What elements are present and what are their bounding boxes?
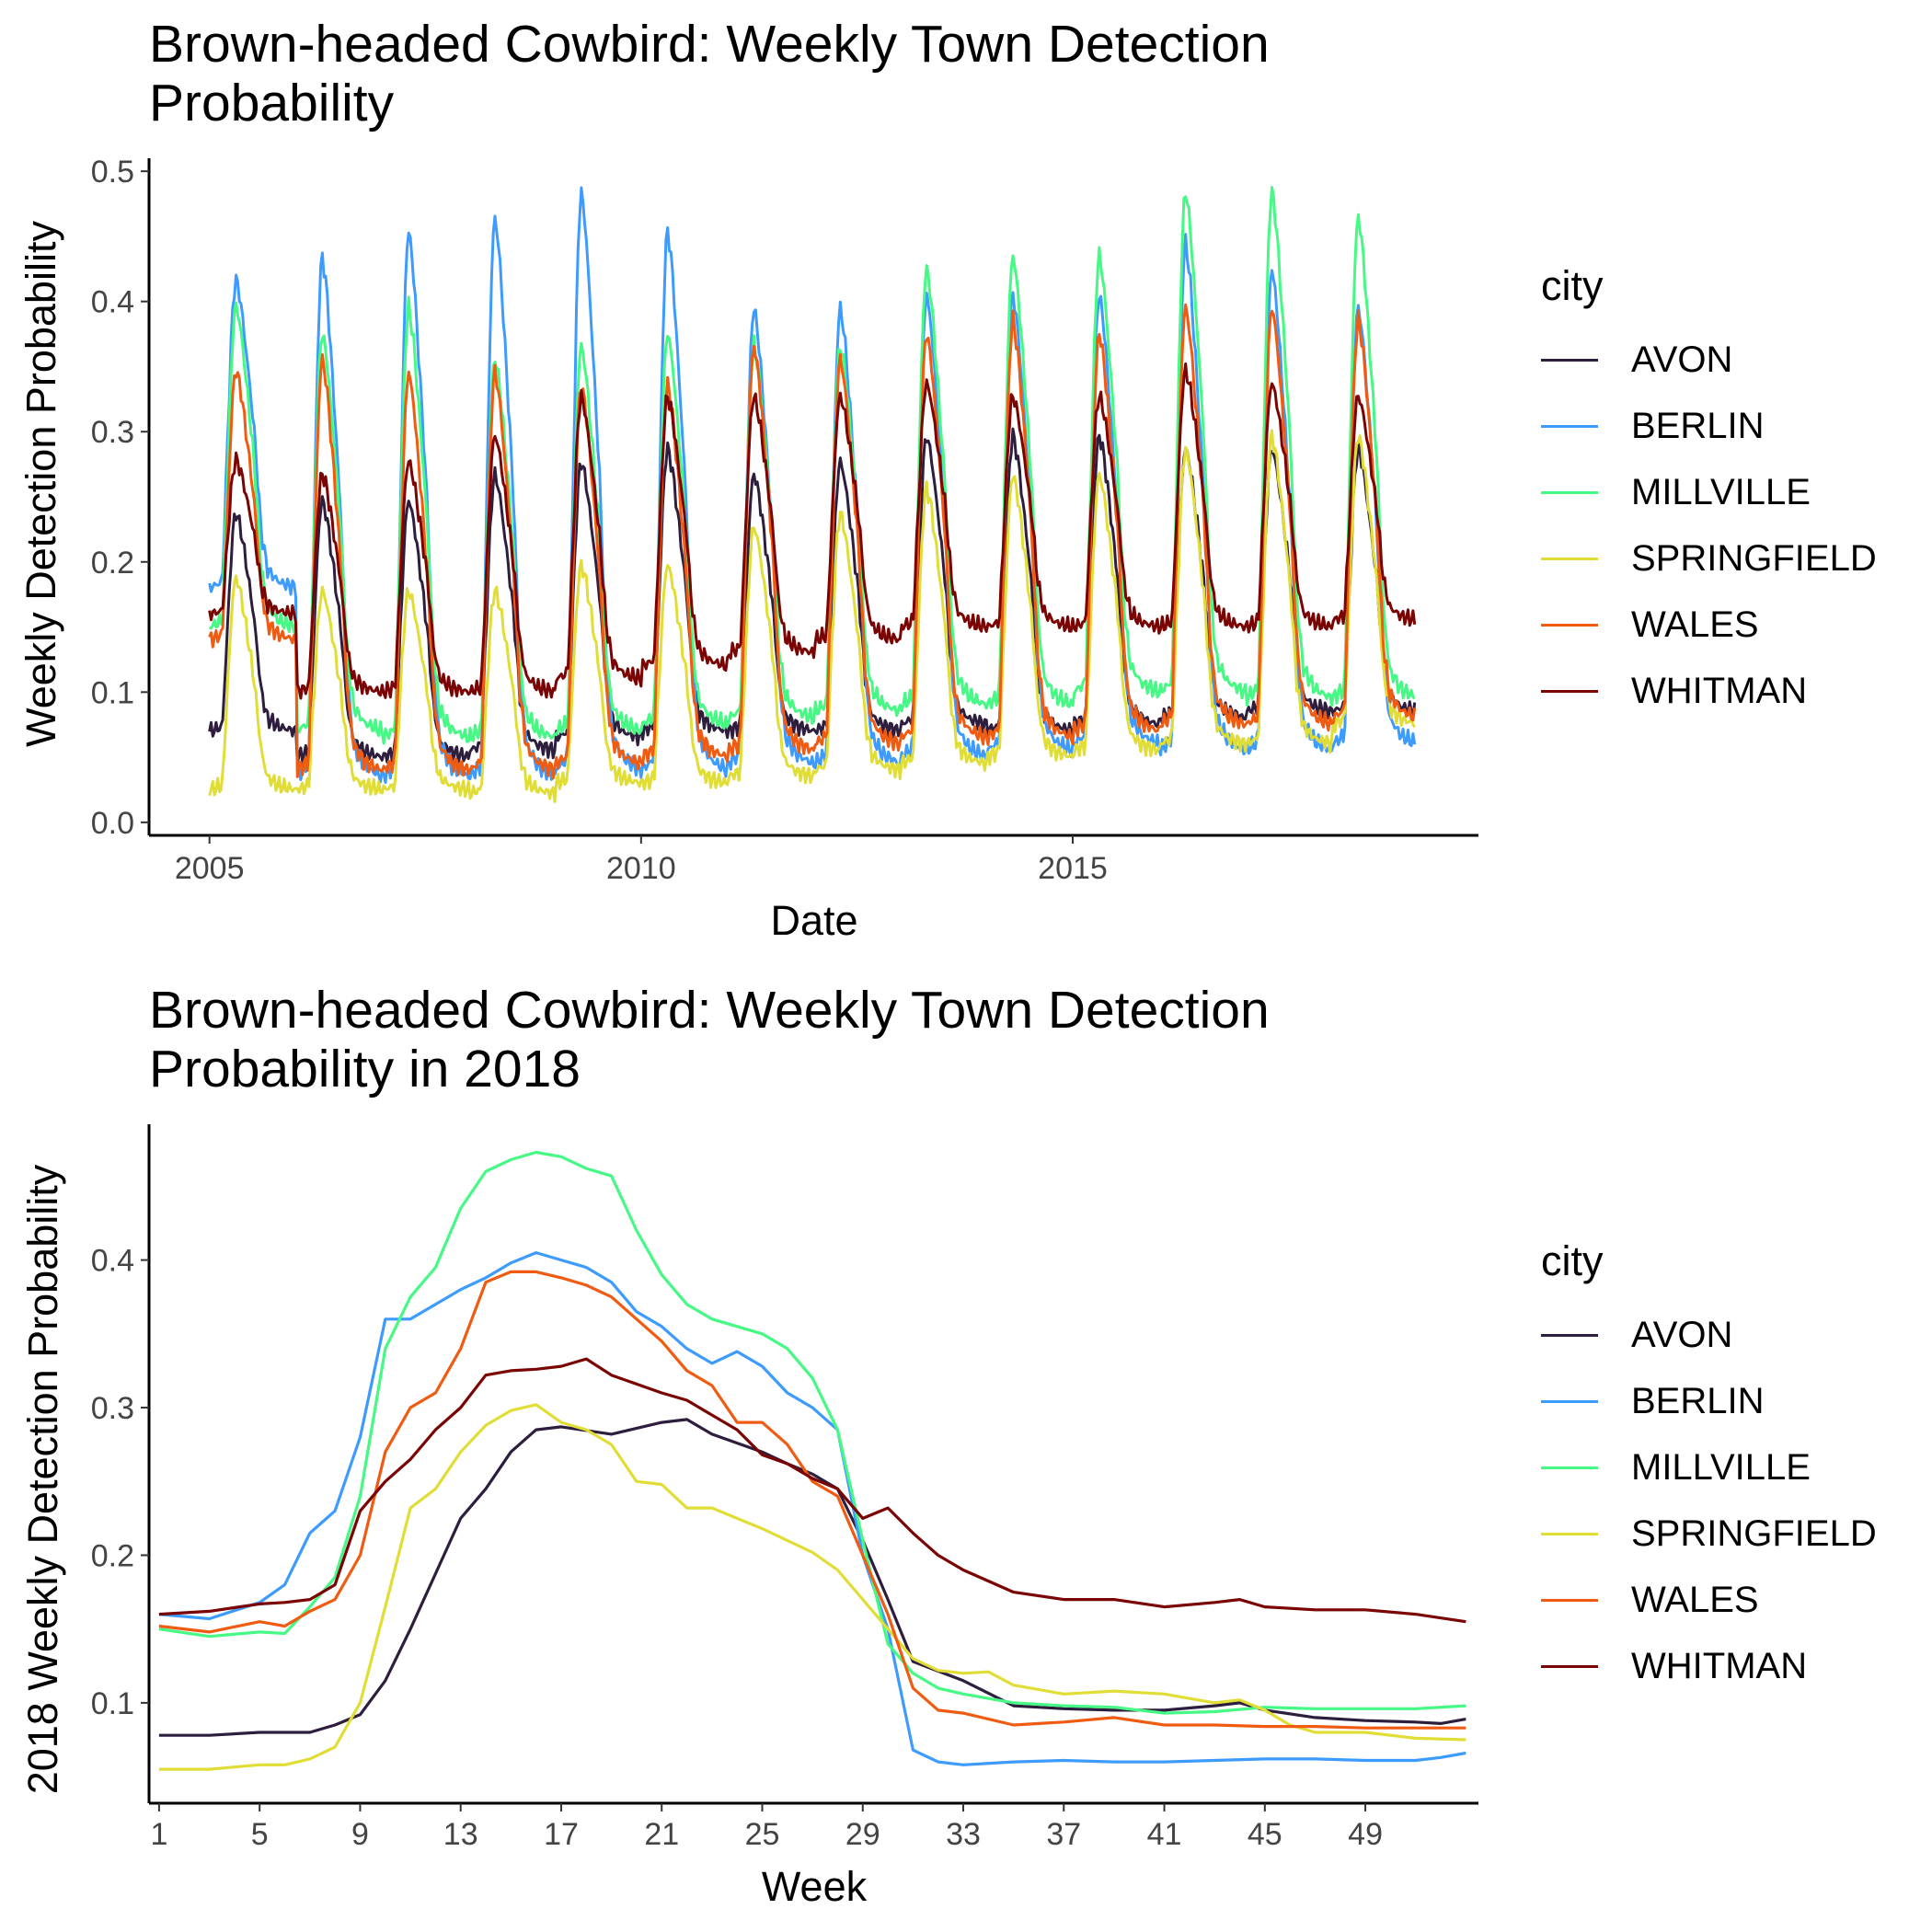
chart-title-line-2: Probability	[149, 74, 395, 132]
chart-panel-top: Brown-headed Cowbird: Weekly Town Detect…	[17, 15, 1877, 944]
series-line-whitman	[158, 1357, 1466, 1624]
y-tick-label: 0.4	[91, 1244, 134, 1279]
legend-label: WALES	[1631, 1579, 1759, 1620]
x-tick-label: 13	[443, 1817, 478, 1852]
legend-item: BERLIN	[1541, 393, 1877, 459]
legend-item: SPRINGFIELD	[1541, 525, 1877, 592]
legend-swatch	[1541, 1664, 1598, 1668]
legend-label: WALES	[1631, 604, 1759, 645]
chart-title: Brown-headed Cowbird: Weekly Town Detect…	[149, 981, 1270, 1098]
y-tick-label: 0.5	[91, 155, 134, 190]
legend-label: SPRINGFIELD	[1631, 1512, 1877, 1554]
legend-swatch	[1541, 623, 1598, 627]
y-tick-label: 0.4	[91, 285, 134, 320]
x-tick-label: 2005	[175, 851, 245, 886]
legend-swatch	[1541, 1333, 1598, 1337]
legend-swatch	[1541, 1532, 1598, 1535]
chart-panel-bottom: Brown-headed Cowbird: Weekly Town Detect…	[0, 966, 1932, 1932]
series-line-millville	[158, 1150, 1466, 1715]
legend-swatch	[1541, 490, 1598, 494]
y-axis-label: 2018 Weekly Detection Probability	[19, 1164, 66, 1795]
x-tick-label: 45	[1248, 1817, 1282, 1852]
x-tick-label: 37	[1046, 1817, 1081, 1852]
series-line-millville	[208, 186, 1416, 745]
y-tick-label: 0.3	[91, 1391, 134, 1426]
legend-swatch	[1541, 1466, 1598, 1469]
legend-swatch	[1541, 358, 1598, 362]
x-tick-label: 5	[251, 1817, 269, 1852]
chart-title-line-1: Brown-headed Cowbird: Weekly Town Detect…	[149, 15, 1270, 74]
legend-label: BERLIN	[1631, 405, 1765, 446]
legend-label: AVON	[1631, 1314, 1733, 1355]
x-axis-label: Week	[761, 1863, 868, 1910]
x-tick-label: 49	[1348, 1817, 1383, 1852]
chart-title-line-2: Probability in 2018	[149, 1040, 581, 1098]
legend-item: MILLVILLE	[1541, 1434, 1877, 1501]
legend-item: AVON	[1541, 327, 1877, 393]
x-tick-label: 2015	[1038, 851, 1108, 886]
series-line-berlin	[158, 1251, 1466, 1766]
legend-label: WHITMAN	[1631, 1645, 1808, 1686]
y-tick-label: 0.0	[91, 806, 134, 841]
x-tick-label: 41	[1147, 1817, 1182, 1852]
y-tick-label: 0.1	[91, 1686, 134, 1721]
line-plot-area: 0.1 0.2 0.3 0.4 1 5 9 13 17 21 25 29 33 37 41 45 49	[91, 1124, 1478, 1852]
series-line-springfield	[158, 1403, 1466, 1771]
legend-title: city	[1541, 1237, 1604, 1284]
legend-label: SPRINGFIELD	[1631, 537, 1877, 579]
legend: city AVON BERLIN MILLVILLE SPRINGFIELD WALES…	[1541, 1237, 1877, 1699]
legend-label: MILLVILLE	[1631, 471, 1811, 512]
series-line-wales	[208, 303, 1417, 780]
y-tick-label: 0.1	[91, 675, 134, 710]
legend-items: AVON BERLIN MILLVILLE SPRINGFIELD WALES WHITM…	[1541, 1302, 1877, 1699]
legend-swatch	[1541, 1598, 1598, 1602]
legend-title: city	[1541, 262, 1604, 309]
legend-item: MILLVILLE	[1541, 459, 1877, 525]
x-tick-label: 2010	[606, 851, 676, 886]
legend-swatch	[1541, 557, 1598, 560]
legend-label: WHITMAN	[1631, 670, 1808, 711]
series-line-avon	[158, 1418, 1466, 1737]
legend-swatch	[1541, 689, 1598, 693]
legend-item: AVON	[1541, 1302, 1877, 1368]
chart-title: Brown-headed Cowbird: Weekly Town Detect…	[149, 15, 1270, 132]
x-tick-label: 29	[845, 1817, 880, 1852]
y-tick-label: 0.3	[91, 415, 134, 450]
legend-label: BERLIN	[1631, 1380, 1765, 1421]
legend: city AVON BERLIN MILLVILLE SPRINGFIELD WALES…	[1541, 262, 1877, 724]
legend-items: AVON BERLIN MILLVILLE SPRINGFIELD WALES WHITM…	[1541, 327, 1877, 724]
legend-label: AVON	[1631, 339, 1733, 380]
y-axis-label: Weekly Detection Probability	[17, 221, 64, 747]
series-line-wales	[158, 1270, 1466, 1730]
x-tick-label: 33	[946, 1817, 981, 1852]
line-plot-area: 0.0 0.1 0.2 0.3 0.4 0.5 2005 2010 2015	[91, 155, 1478, 886]
legend-item: WHITMAN	[1541, 1633, 1877, 1699]
chart-title-line-1: Brown-headed Cowbird: Weekly Town Detect…	[149, 981, 1270, 1040]
legend-item: SPRINGFIELD	[1541, 1501, 1877, 1567]
x-tick-label: 17	[544, 1817, 579, 1852]
legend-item: BERLIN	[1541, 1368, 1877, 1434]
legend-swatch	[1541, 424, 1598, 428]
x-tick-label: 9	[351, 1817, 369, 1852]
x-tick-label: 21	[644, 1817, 679, 1852]
series-line-whitman	[208, 362, 1417, 700]
series-line-springfield	[208, 429, 1416, 803]
y-tick-label: 0.2	[91, 1538, 134, 1573]
y-tick-label: 0.2	[91, 546, 134, 581]
legend-item: WALES	[1541, 592, 1877, 658]
legend-swatch	[1541, 1399, 1598, 1403]
legend-label: MILLVILLE	[1631, 1446, 1811, 1488]
legend-item: WALES	[1541, 1567, 1877, 1633]
x-axis-label: Date	[770, 897, 858, 944]
x-tick-label: 25	[745, 1817, 780, 1852]
legend-item: WHITMAN	[1541, 658, 1877, 724]
x-tick-label: 1	[150, 1817, 167, 1852]
